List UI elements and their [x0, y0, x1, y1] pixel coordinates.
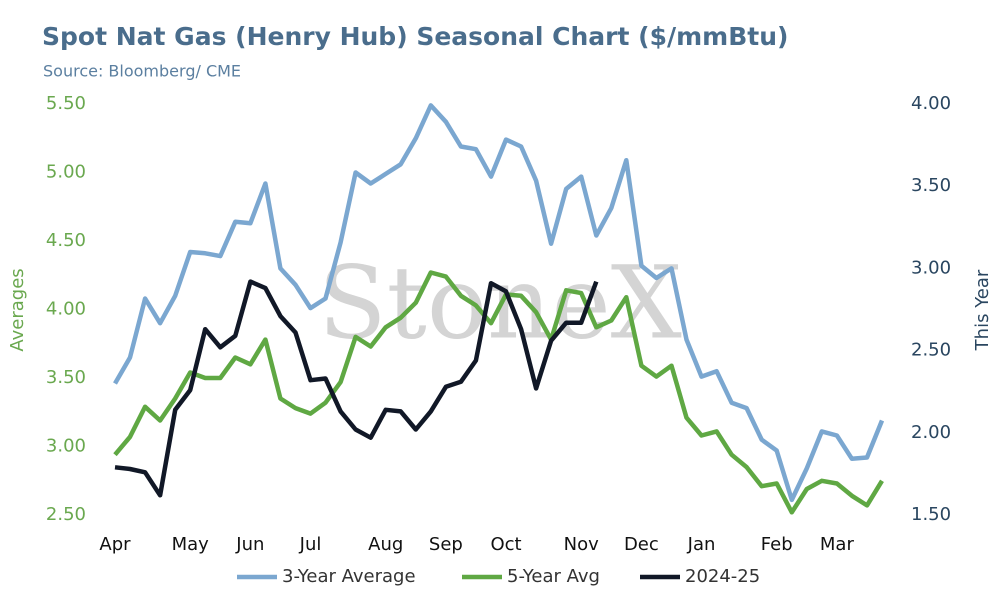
y-tick-label: 4.50: [46, 230, 86, 251]
y2-tick-label: 3.50: [911, 175, 951, 196]
series-line: [113, 103, 885, 503]
y2-axis-title: This Year: [972, 269, 993, 351]
x-tick-label: Dec: [624, 534, 659, 555]
chart-subtitle: Source: Bloomberg/ CME: [43, 62, 241, 81]
x-tick-label: Jul: [299, 534, 322, 555]
y-tick-label: 4.00: [46, 299, 86, 320]
y2-tick-label: 4.00: [911, 93, 951, 114]
series-line: [114, 279, 599, 498]
y-tick-label: 5.50: [46, 93, 86, 114]
y-tick-label: 2.50: [46, 504, 86, 525]
y2-tick-label: 2.00: [911, 422, 951, 443]
x-tick-label: Apr: [99, 534, 131, 555]
chart-title: Spot Nat Gas (Henry Hub) Seasonal Chart …: [42, 22, 788, 51]
y2-tick-label: 2.50: [911, 340, 951, 361]
y2-tick-label: 3.00: [911, 257, 951, 278]
x-tick-label: May: [172, 534, 210, 555]
x-tick-label: Jun: [235, 534, 264, 555]
legend-label: 3-Year Average: [282, 566, 416, 587]
x-tick-label: Oct: [490, 534, 521, 555]
x-tick-label: Sep: [429, 534, 463, 555]
y-axis-title: Averages: [7, 268, 28, 351]
x-tick-label: Mar: [820, 534, 855, 555]
x-tick-label: Feb: [761, 534, 793, 555]
x-tick-label: Nov: [564, 534, 599, 555]
x-tick-label: Jan: [687, 534, 716, 555]
legend-label: 5-Year Avg: [507, 566, 600, 587]
legend-label: 2024-25: [685, 566, 760, 587]
y-tick-label: 5.00: [46, 162, 86, 183]
y2-tick-label: 1.50: [911, 504, 951, 525]
y-tick-label: 3.00: [46, 436, 86, 457]
y-tick-label: 3.50: [46, 367, 86, 388]
x-tick-label: Aug: [368, 534, 403, 555]
series-line: [113, 270, 884, 515]
